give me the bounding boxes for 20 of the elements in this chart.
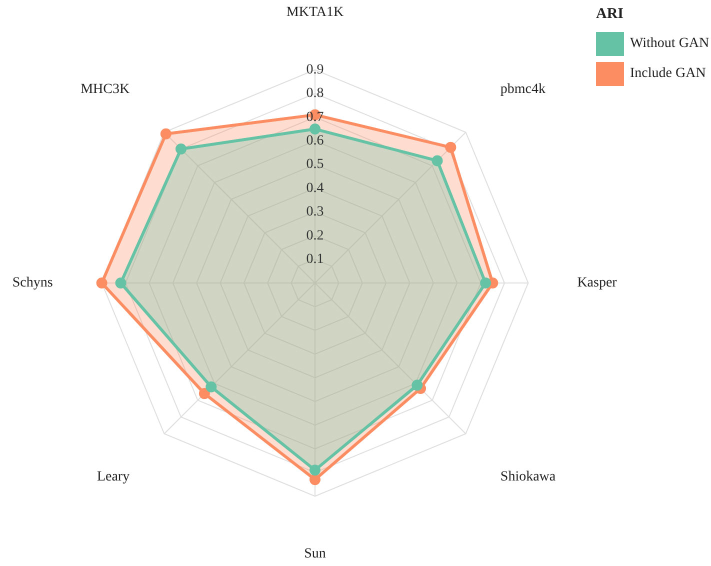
y-tick-label: 0.5 [306, 157, 324, 172]
y-tick-label: 0.4 [306, 180, 324, 196]
legend-label: Without GAN [630, 36, 710, 52]
y-tick-label: 0.8 [306, 86, 324, 102]
y-tick-label: 0.2 [306, 228, 324, 244]
spoke-label: Schyns [12, 276, 53, 291]
spoke-label: Kasper [577, 276, 618, 291]
legend-label: Include GAN [630, 66, 706, 82]
y-tick-label: 0.3 [306, 204, 324, 220]
spoke-label: Leary [96, 469, 130, 484]
spoke-label: Shiokawa [500, 469, 556, 484]
y-tick-label: 0.6 [306, 134, 324, 149]
spoke-label: MKTA1K [286, 5, 344, 20]
y-tick-label: 0.9 [306, 62, 324, 78]
y-tick-label: 0.1 [306, 252, 324, 267]
spoke-label: MHC3K [80, 82, 130, 97]
legend-title: ARI [596, 6, 625, 23]
spoke-label: pbmc4k [500, 82, 546, 97]
spoke-label: Sun [304, 546, 326, 562]
y-tick-label: 0.7 [306, 110, 324, 125]
